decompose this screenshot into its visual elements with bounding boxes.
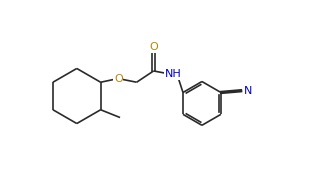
Text: NH: NH [165,70,182,79]
Text: O: O [149,42,158,52]
Text: N: N [244,86,252,96]
Text: O: O [114,74,123,84]
